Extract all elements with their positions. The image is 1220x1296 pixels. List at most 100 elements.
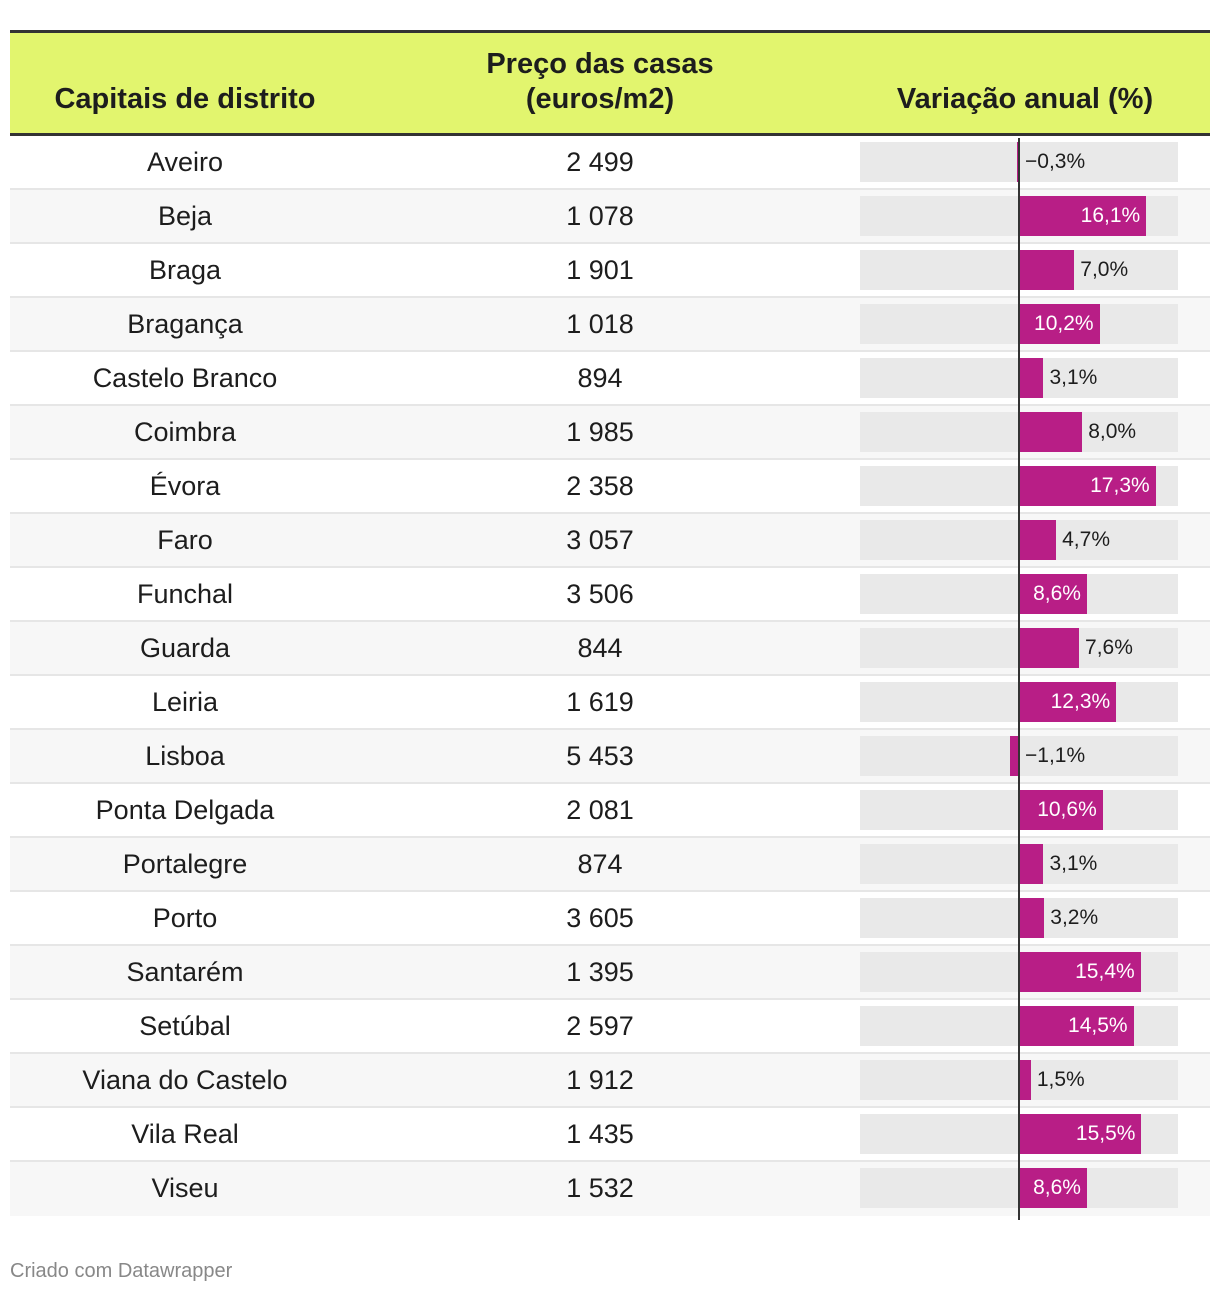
change-bar xyxy=(1019,1168,1087,1208)
city-cell: Lisboa xyxy=(145,741,225,771)
change-bar xyxy=(1019,844,1044,884)
change-label: 4,7% xyxy=(1062,528,1110,551)
change-bar xyxy=(1016,142,1019,182)
table-row: Leiria 1 619 12,3% xyxy=(10,676,1210,730)
change-label: 12,3% xyxy=(1050,690,1111,713)
price-cell: 894 xyxy=(577,363,623,393)
table-row: Vila Real 1 435 15,5% xyxy=(10,1108,1210,1162)
city-cell: Castelo Branco xyxy=(92,363,278,393)
change-label: 15,4% xyxy=(1075,960,1135,983)
header-price-line1: Preço das casas xyxy=(486,48,714,80)
price-cell: 844 xyxy=(577,633,623,663)
change-label: −0,3% xyxy=(1025,150,1086,173)
city-cell: Santarém xyxy=(126,957,244,987)
change-label: 8,6% xyxy=(1033,1176,1081,1199)
change-label: 10,2% xyxy=(1034,312,1094,335)
price-cell: 874 xyxy=(577,849,623,879)
change-label: 15,5% xyxy=(1075,1122,1136,1145)
price-cell: 2 358 xyxy=(566,471,634,501)
table-header: Capitais de distrito Preço das casas (eu… xyxy=(10,30,1210,136)
change-label: 3,2% xyxy=(1050,906,1099,929)
change-label: −1,1% xyxy=(1025,744,1086,767)
price-cell: 1 619 xyxy=(566,687,634,717)
price-cell: 1 985 xyxy=(566,417,634,447)
city-cell: Bragança xyxy=(127,309,243,339)
change-label: 8,6% xyxy=(1033,582,1081,605)
city-cell: Faro xyxy=(157,525,213,555)
header-price[interactable]: Preço das casas (euros/m2) xyxy=(430,47,770,117)
price-cell: 1 901 xyxy=(566,255,634,285)
city-cell: Viseu xyxy=(151,1173,219,1203)
header-change[interactable]: Variação anual (%) xyxy=(896,83,1154,115)
table-row: Portalegre 874 3,1% xyxy=(10,838,1210,892)
price-cell: 1 435 xyxy=(566,1119,634,1149)
price-cell: 1 912 xyxy=(566,1065,634,1095)
change-label: 3,1% xyxy=(1049,852,1098,875)
change-bar xyxy=(1019,898,1045,938)
header-city[interactable]: Capitais de distrito xyxy=(54,83,316,115)
change-label: 3,1% xyxy=(1049,366,1098,389)
price-cell: 5 453 xyxy=(566,741,634,771)
change-bar xyxy=(1019,1114,1142,1154)
table-row: Ponta Delgada 2 081 10,6% xyxy=(10,784,1210,838)
city-cell: Ponta Delgada xyxy=(95,795,275,825)
city-cell: Guarda xyxy=(139,633,231,663)
price-cell: 2 081 xyxy=(566,795,634,825)
city-cell: Leiria xyxy=(151,687,219,717)
price-cell: 2 499 xyxy=(566,147,634,177)
change-bar xyxy=(1010,736,1019,776)
table-row: Braga 1 901 7,0% xyxy=(10,244,1210,298)
table-body: Aveiro 2 499 −0,3% Beja 1 078 16,1% Braga 1 901… xyxy=(10,136,1210,1216)
city-cell: Portalegre xyxy=(122,849,248,879)
change-bar xyxy=(1019,196,1147,236)
change-label: 7,0% xyxy=(1080,258,1129,281)
change-bar xyxy=(1019,574,1087,614)
change-bar xyxy=(1019,412,1083,452)
city-cell: Vila Real xyxy=(131,1119,239,1149)
change-label: 17,3% xyxy=(1090,474,1150,497)
change-bar xyxy=(1019,952,1141,992)
table-row: Faro 3 057 4,7% xyxy=(10,514,1210,568)
city-cell: Aveiro xyxy=(146,147,224,177)
price-cell: 3 057 xyxy=(566,525,634,555)
city-cell: Funchal xyxy=(136,579,234,609)
table-row: Évora 2 358 17,3% xyxy=(10,460,1210,514)
change-label: 14,5% xyxy=(1068,1014,1128,1037)
table-row: Bragança 1 018 10,2% xyxy=(10,298,1210,352)
change-bar xyxy=(1019,1006,1134,1046)
change-bar xyxy=(1019,1060,1031,1100)
change-bar xyxy=(1019,682,1117,722)
city-cell: Beja xyxy=(157,201,213,231)
table-row: Porto 3 605 3,2% xyxy=(10,892,1210,946)
city-cell: Braga xyxy=(148,255,222,285)
table-row: Guarda 844 7,6% xyxy=(10,622,1210,676)
change-label: 10,6% xyxy=(1037,798,1097,821)
table-row: Coimbra 1 985 8,0% xyxy=(10,406,1210,460)
data-table: Capitais de distrito Preço das casas (eu… xyxy=(10,30,1210,1216)
change-bar xyxy=(1019,250,1075,290)
footer-credit[interactable]: Criado com Datawrapper xyxy=(10,1260,233,1282)
price-cell: 1 395 xyxy=(566,957,634,987)
change-label: 16,1% xyxy=(1080,204,1141,227)
table-row: Aveiro 2 499 −0,3% xyxy=(10,136,1210,190)
zero-line xyxy=(1018,138,1020,1220)
city-cell: Coimbra xyxy=(133,417,237,447)
table-row: Santarém 1 395 15,4% xyxy=(10,946,1210,1000)
table-row: Beja 1 078 16,1% xyxy=(10,190,1210,244)
header-price-line2: (euros/m2) xyxy=(525,83,675,115)
change-label: 1,5% xyxy=(1036,1068,1085,1091)
price-cell: 2 597 xyxy=(566,1011,634,1041)
table-row: Castelo Branco 894 3,1% xyxy=(10,352,1210,406)
price-cell: 3 605 xyxy=(566,903,634,933)
change-bar xyxy=(1019,520,1057,560)
price-cell: 1 078 xyxy=(566,201,634,231)
table-row: Viana do Castelo 1 912 1,5% xyxy=(10,1054,1210,1108)
change-bar xyxy=(1019,628,1080,668)
table-row: Lisboa 5 453 −1,1% xyxy=(10,730,1210,784)
change-bar xyxy=(1019,466,1156,506)
price-cell: 1 532 xyxy=(566,1173,634,1203)
table-row: Viseu 1 532 8,6% xyxy=(10,1162,1210,1216)
city-cell: Setúbal xyxy=(139,1011,231,1041)
change-label: 7,6% xyxy=(1085,636,1133,659)
change-bar xyxy=(1019,304,1100,344)
